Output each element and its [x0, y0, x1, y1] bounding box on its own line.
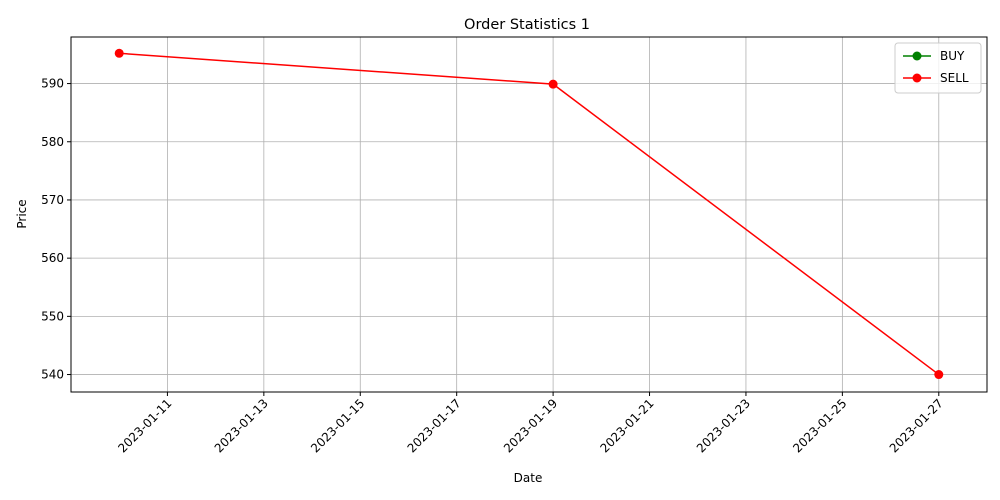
legend: BUY SELL: [894, 42, 982, 94]
data-point-sell: [548, 79, 558, 89]
x-tick-label: 2023-01-23: [694, 396, 753, 455]
legend-marker-buy: [912, 51, 922, 61]
x-axis-label: Date: [514, 471, 543, 485]
y-axis: 540 550 560 570 580 590: [41, 77, 71, 382]
chart-title: Order Statistics 1: [464, 17, 590, 33]
x-tick-label: 2023-01-21: [597, 396, 656, 455]
y-tick-label: 570: [41, 193, 64, 207]
x-tick-label: 2023-01-25: [790, 396, 849, 455]
legend-box: [894, 42, 982, 94]
series-line-sell: [119, 52, 940, 376]
x-tick-label: 2023-01-27: [887, 396, 946, 455]
y-tick-label: 540: [41, 368, 64, 382]
plot-frame: [70, 36, 988, 393]
legend-marker-sell: [912, 73, 922, 83]
legend-label-buy: BUY: [940, 49, 965, 63]
y-axis-label: Price: [15, 199, 29, 228]
x-tick-label: 2023-01-15: [308, 396, 367, 455]
x-tick-label: 2023-01-11: [115, 396, 174, 455]
y-tick-label: 590: [41, 77, 64, 91]
y-tick-label: 580: [41, 135, 64, 149]
x-tick-label: 2023-01-17: [405, 396, 464, 455]
x-tick-label: 2023-01-19: [501, 396, 560, 455]
grid-lines: [71, 37, 987, 392]
x-axis: 2023-01-11 2023-01-13 2023-01-15 2023-01-17…: [115, 392, 946, 455]
data-point-sell: [934, 370, 944, 380]
legend-label-sell: SELL: [940, 71, 969, 85]
data-point-sell: [114, 48, 124, 58]
y-tick-label: 550: [41, 309, 64, 323]
y-tick-label: 560: [41, 251, 64, 265]
series-layer: [114, 48, 944, 380]
x-tick-label: 2023-01-13: [212, 396, 271, 455]
